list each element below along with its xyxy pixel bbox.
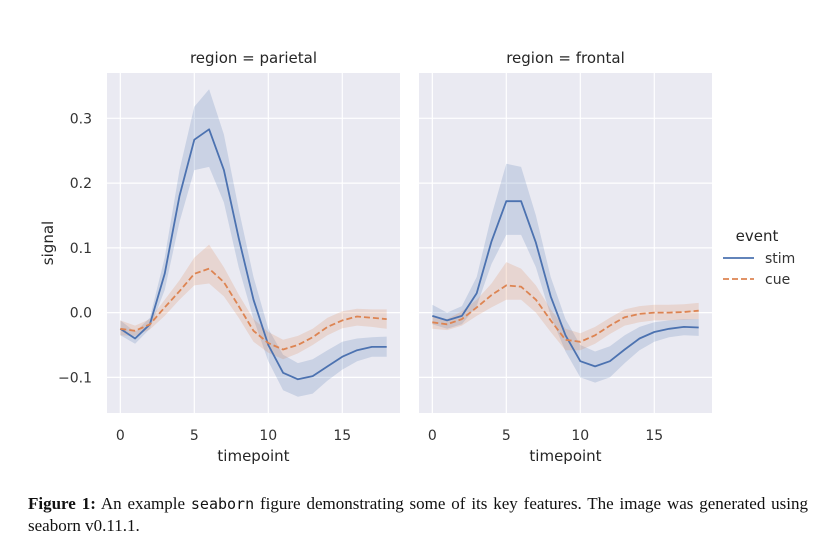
legend-label-stim: stim xyxy=(765,251,795,267)
legend-label-cue: cue xyxy=(765,272,790,288)
x-tick-label: 15 xyxy=(645,428,663,444)
x-tick-label: 15 xyxy=(333,428,351,444)
facet-panel-1: region = parietal 0 5 10 15 timepoint xyxy=(107,49,400,465)
confidence-band-cue xyxy=(120,244,387,360)
caption-label: Figure 1: xyxy=(28,494,96,513)
facet-title: region = frontal xyxy=(506,49,625,67)
x-tick-label: 5 xyxy=(190,428,199,444)
y-axis-label: signal xyxy=(39,221,57,265)
panel-background xyxy=(419,73,712,413)
x-tick-label: 10 xyxy=(259,428,277,444)
x-tick-label: 10 xyxy=(571,428,589,444)
series-line-cue xyxy=(432,284,699,343)
y-tick-label: 0.3 xyxy=(70,111,92,127)
x-tick-label: 0 xyxy=(428,428,437,444)
y-tick-label: 0.2 xyxy=(70,176,92,192)
legend: event stim cue xyxy=(723,227,795,288)
caption-code: seaborn xyxy=(190,495,255,513)
y-tick-label: 0.1 xyxy=(70,241,92,257)
caption-text-after: figure demonstrating some of its key fea… xyxy=(28,494,809,535)
x-axis-label: timepoint xyxy=(529,447,601,465)
series-line-stim xyxy=(432,200,699,368)
series-line-cue xyxy=(120,267,387,351)
confidence-band-stim xyxy=(432,163,699,383)
series-line-stim xyxy=(119,128,387,381)
y-tick-label: −0.1 xyxy=(58,370,92,386)
x-tick-label: 0 xyxy=(116,428,125,444)
panel-background xyxy=(107,73,400,413)
x-axis-label: timepoint xyxy=(217,447,289,465)
caption-text-before: An example xyxy=(100,494,191,513)
confidence-band-cue xyxy=(432,262,699,351)
facet-panel-2: region = frontal 0 5 10 15 timepoint xyxy=(419,49,712,465)
y-tick-label: 0.0 xyxy=(70,306,92,322)
facet-title: region = parietal xyxy=(190,49,317,67)
figure-caption: Figure 1: An example seaborn figure demo… xyxy=(28,493,808,537)
x-tick-label: 5 xyxy=(502,428,511,444)
legend-title: event xyxy=(736,227,779,245)
